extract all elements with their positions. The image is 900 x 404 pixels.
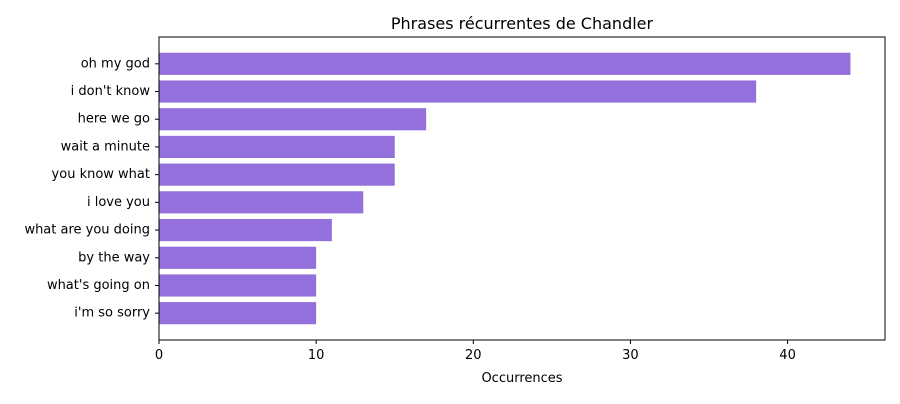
y-tick-label-0: oh my god bbox=[81, 56, 150, 71]
bar-6 bbox=[159, 218, 332, 242]
y-tick-label-3: wait a minute bbox=[61, 139, 150, 154]
bar-3 bbox=[159, 135, 395, 159]
bar-1 bbox=[159, 80, 757, 103]
y-tick-label-2: here we go bbox=[78, 112, 150, 127]
x-tick-label-3: 30 bbox=[622, 348, 639, 363]
y-tick-label-7: by the way bbox=[78, 250, 150, 265]
x-tick-label-0: 0 bbox=[155, 348, 163, 363]
y-axis: oh my god i don't know here we go wait a mi… bbox=[24, 56, 159, 321]
y-tick-label-8: what's going on bbox=[47, 278, 150, 293]
plot-frame bbox=[158, 36, 886, 341]
x-axis-label: Occurrences bbox=[481, 371, 562, 386]
bar-4 bbox=[159, 163, 395, 186]
y-tick-label-4: you know what bbox=[52, 167, 150, 182]
bars-group bbox=[159, 52, 851, 325]
x-tick-label-1: 10 bbox=[308, 348, 325, 363]
bar-2 bbox=[159, 108, 427, 131]
bar-0 bbox=[159, 52, 851, 75]
x-tick-label-2: 20 bbox=[465, 348, 482, 363]
chart-title: Phrases récurrentes de Chandler bbox=[391, 14, 654, 33]
y-tick-label-9: i'm so sorry bbox=[74, 306, 150, 321]
x-tick-label-4: 40 bbox=[779, 348, 796, 363]
y-tick-label-1: i don't know bbox=[71, 84, 151, 99]
bar-8 bbox=[159, 274, 317, 297]
y-tick-label-6: what are you doing bbox=[24, 223, 150, 238]
y-tick-label-5: i love you bbox=[87, 195, 150, 210]
x-axis: 0 10 20 30 40 bbox=[155, 340, 796, 363]
bar-5 bbox=[159, 191, 364, 214]
bar-7 bbox=[159, 246, 317, 269]
bar-9 bbox=[159, 302, 317, 325]
